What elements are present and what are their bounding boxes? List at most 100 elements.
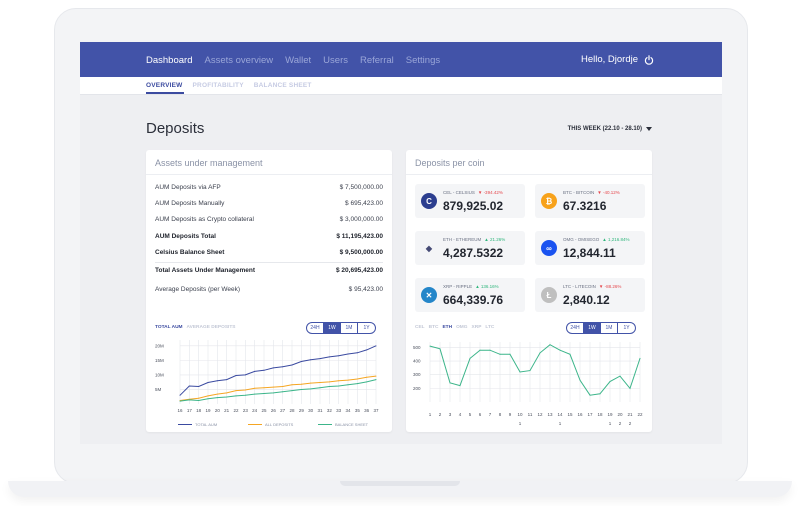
data-point [366,349,368,351]
data-point [529,370,531,372]
data-point [216,393,218,395]
week-filter-dropdown[interactable]: THIS WEEK (22.10 - 28.10) [568,126,652,132]
period-button-24h[interactable]: 24H [567,323,584,333]
period-button-1w[interactable]: 1W [584,323,601,333]
coin-tile-cel[interactable]: C CEL - CELSIUS ▼ -394.42% 879,925.02 [415,184,525,218]
legend-label: ALL DEPOSITS [265,422,294,427]
period-button-1y[interactable]: 1Y [623,325,630,331]
litecoin-icon: Ł [541,287,557,303]
legend-swatch [248,424,262,425]
nav-item-wallet[interactable]: Wallet [285,55,312,66]
y-tick-label: 15M [155,358,164,363]
coin-tile-xrp[interactable]: ✕ XRP - RIPPLE ▲ 136.16% 664,339.76 [415,278,525,312]
series-line-eth [429,344,641,396]
coin-change-value: -40.12% [602,190,620,195]
x-tick-label: 31 [317,408,323,413]
data-point [198,400,200,402]
period-button-1m[interactable]: 1M [341,323,358,333]
nav-item-settings[interactable]: Settings [405,55,441,66]
data-point [272,367,274,369]
coin-change: ▼ -40.12% [597,190,619,195]
coin-name-text: XRP - RIPPLE [443,284,473,289]
coin-tab-cel[interactable]: CEL [415,325,425,330]
x-tick-label-secondary: 1 [559,421,562,426]
x-tick-label-secondary: 1 [609,421,612,426]
data-point [179,394,181,396]
nav-item-assets-overview[interactable]: Assets overview [204,55,274,66]
tab-balance-sheet[interactable]: BALANCE SHEET [253,82,312,89]
data-point [263,369,265,371]
power-icon[interactable] [644,54,654,65]
x-tick-label: 33 [336,408,342,413]
data-point [328,386,330,388]
aum-row-label: AUM Deposits via AFP [155,184,221,191]
coin-tab-btc[interactable]: BTC [428,325,439,330]
aum-row-label: AUM Deposits Total [155,233,216,240]
coin-tab-omg[interactable]: OMG [456,325,468,330]
coin-name-text: BTC - BITCOIN [563,190,595,195]
omisego-icon: ∞ [541,240,557,256]
chart-tab-total-aum[interactable]: TOTAL AUM [155,325,183,330]
nav-item-dashboard[interactable]: Dashboard [146,55,193,66]
coin-change-value: 21.26% [489,237,506,242]
data-point [499,353,501,355]
period-button-1w[interactable]: 1W [324,323,341,333]
data-point [328,381,330,383]
data-point [254,370,256,372]
chart-tab-average-deposits[interactable]: AVERAGE DEPOSITS [186,325,236,330]
data-point [459,385,461,387]
data-point [479,349,481,351]
period-button-1y[interactable]: 1Y [363,325,370,331]
period-button-1m[interactable]: 1M [601,323,618,333]
legend-label: TOTAL AUM [195,422,218,427]
data-point [254,393,256,395]
data-point [469,357,471,359]
data-point [226,396,228,398]
coin-tile-btc[interactable]: ₿ BTC - BITCOIN ▼ -40.12% 67.3216 [535,184,645,218]
legend-label: BALANCE SHEET [335,422,369,427]
period-button-24h[interactable]: 24H [307,323,324,333]
data-point [282,391,284,393]
data-point [356,352,358,354]
aum-row-value: $ 7,500,000.00 [339,184,383,191]
data-point [310,388,312,390]
ethereum-icon: ◆ [421,240,437,256]
data-point [235,390,237,392]
coin-chart-tabs: CEL BTC ETH OMG XRP LTC [415,325,494,330]
greeting-text: Hello, Djordje [580,54,638,65]
data-point [375,375,377,377]
aum-row: Average Deposits (per Week) $ 95,423.00 [155,286,383,293]
coin-change: ▲ 136.16% [475,284,498,289]
legend-total-aum: TOTAL AUM [178,422,217,427]
arrow-up-icon: ▲ [602,237,608,242]
aum-row: AUM Deposits Manually $ 695,423.00 [155,200,383,207]
data-point [254,387,256,389]
coin-tab-ltc[interactable]: LTC [485,325,495,330]
tab-profitability[interactable]: PROFITABILITY [192,82,244,89]
x-tick-label: 25 [261,408,267,413]
coin-tile-eth[interactable]: ◆ ETH - ETHEREUM ▲ 21.26% 4,287.5322 [415,231,525,265]
x-tick-label: 10 [517,412,523,417]
divider [155,262,383,263]
data-point [589,394,591,396]
data-point [216,397,218,399]
coin-tile-ltc[interactable]: Ł LTC - LITECOIN ▼ -88.26% 2,840.12 [535,278,645,312]
x-tick-label: 16 [577,412,583,417]
data-point [539,352,541,354]
data-point [629,387,631,389]
x-tick-label: 21 [224,408,230,413]
coin-tile-omg[interactable]: ∞ OMG - OMISEGO ▲ 1,216.84% 12,844.11 [535,231,645,265]
data-point [338,380,340,382]
x-tick-label: 6 [479,412,482,417]
coin-tab-xrp[interactable]: XRP [471,325,482,330]
ripple-icon: ✕ [421,287,437,303]
deposits-per-coin-card: Deposits per coin C CEL - CELSIUS ▼ -394.4… [406,150,652,432]
coin-name-text: ETH - ETHEREUM [443,237,482,242]
tab-overview[interactable]: OVERVIEW [146,82,183,89]
nav-item-users[interactable]: Users [323,55,348,66]
nav-item-referral[interactable]: Referral [359,55,394,66]
data-point [366,381,368,383]
coin-tab-eth[interactable]: ETH [442,325,453,330]
coin-change: ▼ -88.26% [599,284,621,289]
